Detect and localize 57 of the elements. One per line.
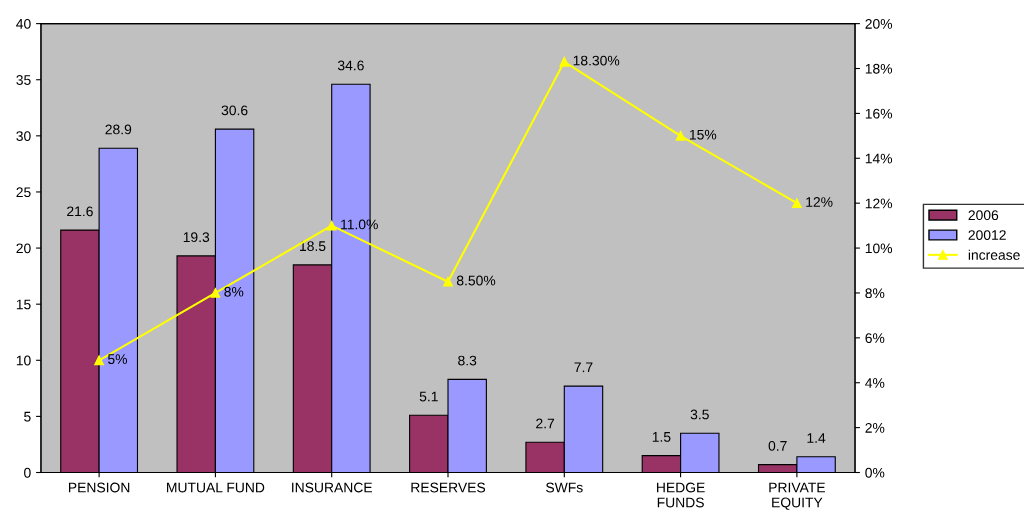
y2-tick-label: 0% bbox=[865, 467, 885, 478]
data-label: 30.6 bbox=[221, 105, 248, 116]
x-tick-label: SWFs bbox=[546, 482, 583, 493]
data-label: 21.6 bbox=[67, 206, 93, 217]
data-label: 3.5 bbox=[690, 409, 709, 420]
data-label: 12% bbox=[806, 197, 833, 207]
y2-tick-label: 16% bbox=[865, 108, 893, 119]
x-tick-label: MUTUAL FUND bbox=[167, 482, 265, 493]
data-label: 34.6 bbox=[337, 60, 364, 71]
y-tick-label: 10 bbox=[16, 355, 31, 366]
y-tick-label: 0 bbox=[24, 467, 31, 478]
legend-label: 20012 bbox=[968, 230, 1006, 240]
data-label: 15% bbox=[689, 129, 717, 140]
data-label: 7.7 bbox=[574, 362, 593, 373]
x-tick-label: HEDGE FUNDS bbox=[657, 482, 705, 508]
data-label: 8% bbox=[224, 286, 244, 297]
point bbox=[559, 56, 570, 67]
x-tick-label: PRIVATE EQUITY bbox=[769, 482, 825, 510]
data-label: 28.9 bbox=[105, 124, 132, 135]
data-label: 19.3 bbox=[183, 232, 210, 243]
legend-label: 2006 bbox=[968, 210, 999, 221]
y2-tick-label: 6% bbox=[865, 333, 885, 344]
y-tick-label: 15 bbox=[16, 299, 31, 310]
y-tick-label: 40 bbox=[16, 18, 31, 29]
y-tick-label: 30 bbox=[16, 131, 31, 142]
y2-tick-label: 10% bbox=[865, 243, 893, 254]
data-label: 18.5 bbox=[300, 241, 326, 252]
y2-tick-label: 2% bbox=[865, 422, 885, 433]
y2-tick-label: 4% bbox=[865, 378, 885, 388]
data-label: 0.7 bbox=[768, 440, 787, 451]
y2-tick-label: 14% bbox=[865, 153, 893, 164]
y2-tick-label: 8% bbox=[865, 288, 885, 299]
data-label: 8.3 bbox=[458, 355, 477, 366]
x-tick-label: PENSION bbox=[68, 482, 130, 493]
point bbox=[210, 288, 221, 298]
data-label: 18.30% bbox=[573, 55, 620, 66]
y-tick-label: 35 bbox=[16, 75, 31, 85]
point bbox=[94, 355, 104, 366]
data-label: 5% bbox=[108, 354, 128, 365]
legend-label: increase bbox=[968, 249, 1020, 260]
point bbox=[675, 130, 686, 141]
data-label: 8.50% bbox=[456, 275, 496, 286]
data-label: 1.4 bbox=[807, 433, 826, 443]
y-tick-label: 20 bbox=[16, 243, 31, 254]
data-label: 2.7 bbox=[536, 418, 555, 429]
y2-tick-label: 12% bbox=[865, 198, 893, 209]
y-tick-label: 25 bbox=[16, 187, 31, 198]
y2-tick-label: 20% bbox=[865, 18, 893, 29]
y2-tick-label: 18% bbox=[865, 63, 893, 74]
x-tick-label: INSURANCE bbox=[292, 482, 373, 493]
y-tick-label: 5 bbox=[24, 411, 31, 422]
data-label: 1.5 bbox=[652, 432, 671, 442]
point bbox=[443, 276, 453, 287]
data-label: 5.1 bbox=[419, 391, 438, 402]
point bbox=[792, 198, 802, 209]
x-tick-label: RESERVES bbox=[411, 482, 486, 493]
point bbox=[326, 220, 337, 231]
